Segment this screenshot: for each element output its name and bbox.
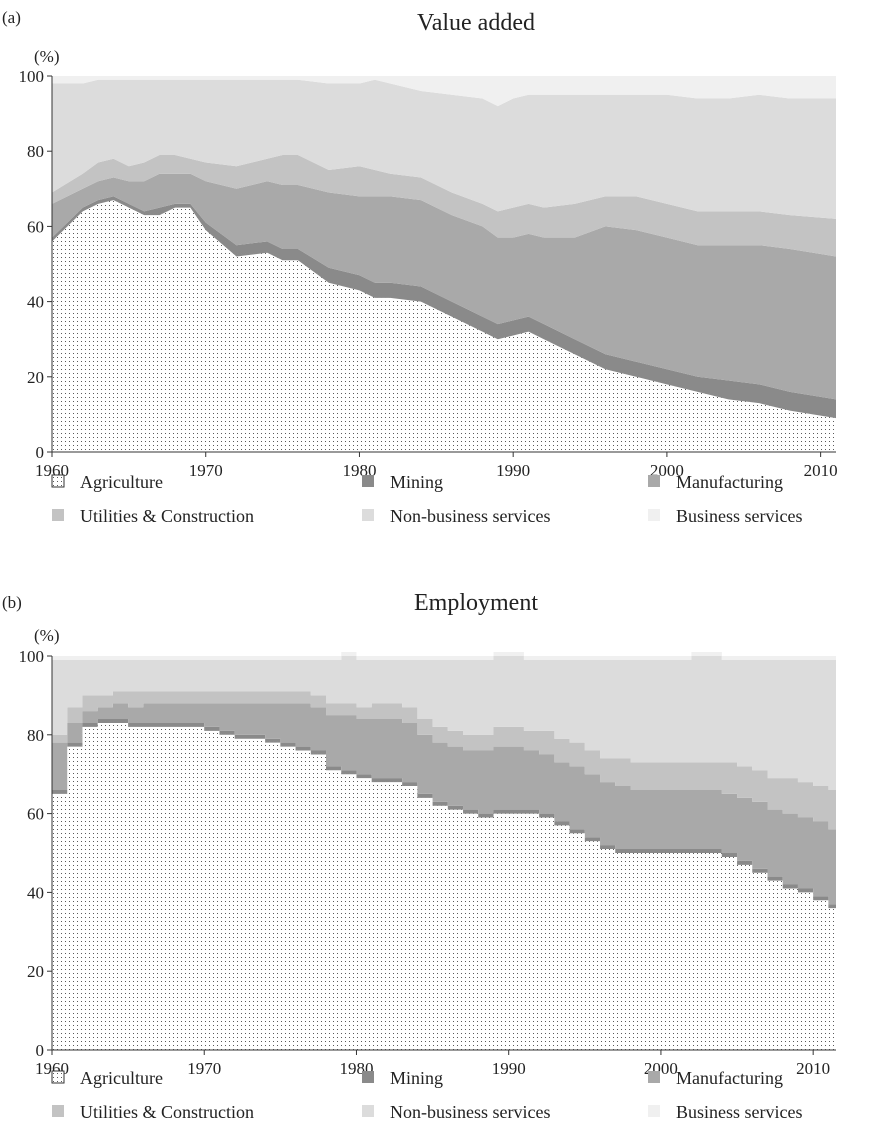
y-unit-label-b: (%)	[34, 626, 59, 645]
legend-label-manufacturing-a: Manufacturing	[676, 472, 783, 492]
legend-label-utilities-and-construction-a: Utilities & Construction	[80, 506, 254, 526]
legend-swatch-manufacturing-a	[648, 475, 660, 487]
y-tick-label-40-b: 40	[27, 883, 44, 902]
chart-title-b: Employment	[414, 590, 538, 616]
legend-label-mining-b: Mining	[390, 1068, 443, 1088]
y-tick-label-100-b: 100	[19, 647, 45, 666]
panel-label-a: (a)	[2, 8, 21, 27]
legend-swatch-utilities-and-construction-a	[52, 509, 64, 521]
legend-label-non-business-services-a: Non-business services	[390, 506, 550, 526]
legend-label-non-business-services-b: Non-business services	[390, 1102, 550, 1122]
x-tick-label-1990-a: 1990	[496, 461, 530, 480]
y-tick-label-60-a: 60	[27, 217, 44, 236]
legend-label-business-services-a: Business services	[676, 506, 802, 526]
y-tick-label-80-a: 80	[27, 142, 44, 161]
legend-swatch-non-business-services-b	[362, 1105, 374, 1117]
area-business-services-a	[52, 76, 836, 107]
x-tick-label-1970-a: 1970	[189, 461, 223, 480]
area-manufacturing-b	[52, 703, 836, 909]
y-unit-label-a: (%)	[34, 47, 59, 66]
x-tick-label-1970-b: 1970	[187, 1059, 221, 1078]
area-business-services-b	[52, 652, 836, 660]
chart-title-a: Value added	[417, 10, 535, 36]
y-tick-label-100-a: 100	[19, 67, 45, 86]
area-non-business-services-a	[52, 79, 836, 219]
x-tick-label-1990-b: 1990	[492, 1059, 526, 1078]
legend-label-agriculture-a: Agriculture	[80, 472, 163, 492]
legend-swatch-agriculture-b	[51, 1070, 65, 1084]
x-tick-label-2010-b: 2010	[796, 1059, 830, 1078]
legend-swatch-business-services-a	[648, 509, 660, 521]
legend-swatch-business-services-b	[648, 1105, 660, 1117]
area-agriculture-b	[52, 722, 836, 1050]
y-tick-label-20-b: 20	[27, 962, 44, 981]
legend-swatch-manufacturing-b	[648, 1071, 660, 1083]
legend-label-mining-a: Mining	[390, 472, 443, 492]
y-tick-label-0-a: 0	[36, 443, 45, 462]
panel-label-b: (b)	[2, 593, 22, 612]
legend-swatch-mining-a	[362, 475, 374, 487]
legend-swatch-utilities-and-construction-b	[52, 1105, 64, 1117]
legend-b: Agriculture Mining Manufacturing Utilities …	[51, 1068, 802, 1122]
area-non-business-services-b	[52, 656, 836, 794]
x-tick-label-2010-a: 2010	[804, 461, 838, 480]
legend-a: Agriculture Mining Manufacturing Utilities …	[51, 472, 802, 526]
legend-label-business-services-b: Business services	[676, 1102, 802, 1122]
legend-label-agriculture-b: Agriculture	[80, 1068, 163, 1088]
area-utilities-and-construction-a	[52, 154, 836, 257]
legend-swatch-non-business-services-a	[362, 509, 374, 521]
y-tick-label-40-a: 40	[27, 293, 44, 312]
y-tick-label-20-a: 20	[27, 368, 44, 387]
y-tick-label-60-b: 60	[27, 805, 44, 824]
legend-label-manufacturing-b: Manufacturing	[676, 1068, 783, 1088]
y-tick-label-0-b: 0	[36, 1041, 45, 1060]
y-tick-label-80-b: 80	[27, 726, 44, 745]
area-agriculture-a	[52, 200, 836, 452]
legend-swatch-agriculture-a	[51, 474, 65, 488]
area-manufacturing-a	[52, 173, 836, 400]
legend-label-utilities-and-construction-b: Utilities & Construction	[80, 1102, 254, 1122]
legend-swatch-mining-b	[362, 1071, 374, 1083]
area-mining-a	[52, 196, 836, 419]
